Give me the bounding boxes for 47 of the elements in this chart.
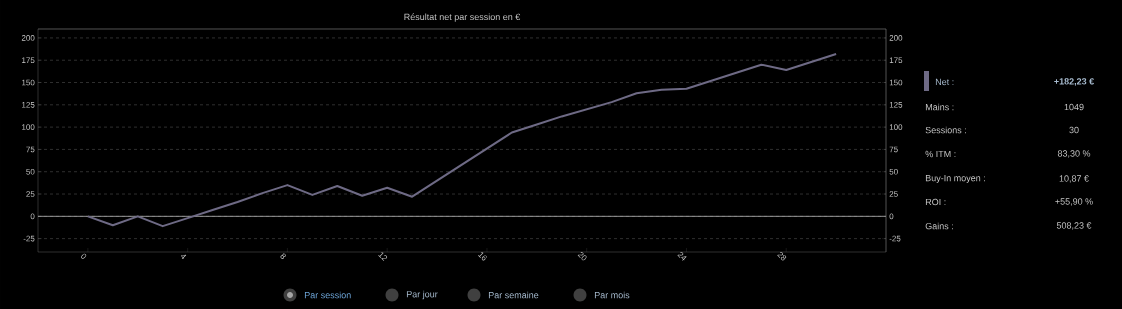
x-tick-label: 12 [378, 252, 388, 262]
y-tick-label: 50 [26, 168, 35, 175]
text: +182,23 € [1054, 78, 1094, 86]
text: Par jour [406, 290, 438, 300]
text: 508,23 € [1056, 222, 1092, 230]
legend-label: Net : [935, 78, 954, 86]
text: 1049 [1064, 103, 1084, 111]
y-tick-label: 200 [21, 35, 35, 41]
y-tick-label: 75 [26, 146, 35, 153]
text: 10,87 € [1059, 175, 1089, 183]
x-tick-label: 24 [677, 252, 687, 261]
y2-tick-label: 25 [889, 191, 898, 197]
chart-title: Résultat net par session en € [404, 13, 521, 22]
x-tick-label: 28 [777, 252, 787, 261]
text: Mains : [925, 103, 954, 111]
text: % ITM : [925, 150, 956, 158]
y2-tick-label: 125 [889, 101, 903, 108]
y2-tick-label: 200 [889, 35, 903, 41]
y2-tick-label: 175 [889, 57, 903, 64]
y-tick-label: 175 [22, 57, 35, 64]
text: Gains : [925, 222, 953, 230]
y-tick-label: 125 [22, 101, 35, 108]
y-tick-label: 0 [30, 213, 35, 220]
y2-tick-label: -25 [889, 235, 901, 242]
text: 30 [1069, 126, 1079, 134]
y2-tick-label: 150 [889, 79, 903, 86]
text: Sessions : [925, 126, 966, 134]
text: +55,90 % [1055, 198, 1093, 206]
x-tick-label: 16 [478, 252, 487, 261]
y-tick-label: 150 [22, 79, 35, 86]
x-tick-label: 4 [180, 254, 187, 260]
x-tick-label: 20 [577, 252, 587, 261]
y2-tick-label: 0 [889, 213, 894, 220]
y-tick-label: 100 [22, 124, 35, 130]
y2-tick-label: 75 [889, 146, 898, 153]
y-tick-label: 25 [26, 191, 35, 197]
text: ROI : [925, 198, 946, 206]
y2-tick-label: 100 [889, 124, 903, 130]
y2-tick-label: 50 [889, 168, 898, 175]
y-tick-label: -25 [23, 235, 35, 242]
text: 83,30 % [1057, 150, 1091, 158]
text: Buy-In moyen : [925, 174, 985, 184]
text: Par mois [594, 291, 630, 299]
x-tick-label: 0 [81, 253, 87, 259]
text: Par semaine [488, 291, 539, 299]
x-tick-label: 8 [280, 253, 286, 259]
text: Par session [304, 291, 351, 299]
